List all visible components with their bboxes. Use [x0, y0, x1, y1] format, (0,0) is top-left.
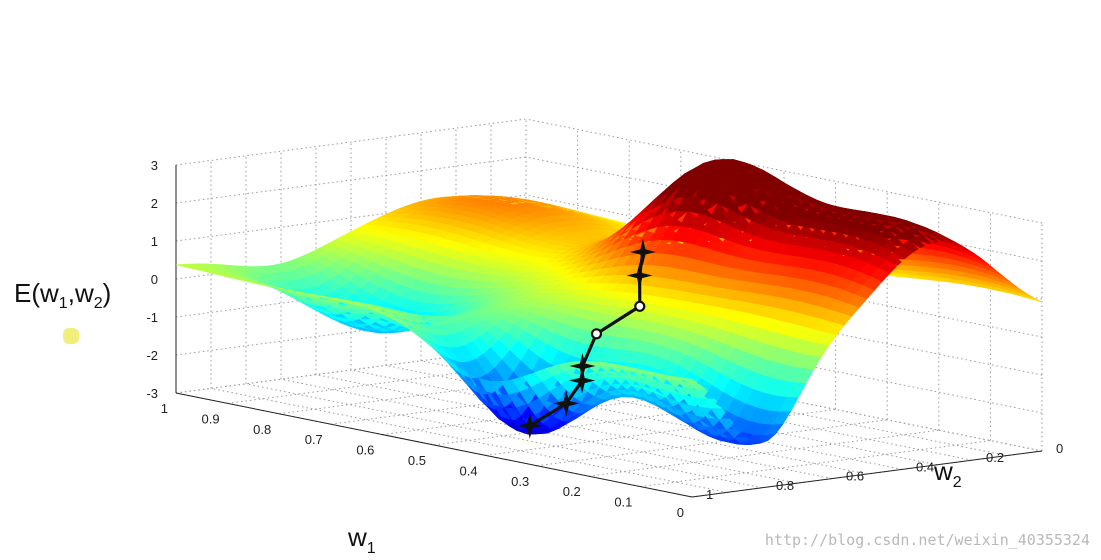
path-point-star	[629, 238, 656, 265]
grid-line	[588, 429, 939, 477]
tick-labels: 3210-1-2-310.90.80.70.60.50.40.30.20.100…	[146, 158, 1063, 520]
x-tick-label: 0.9	[202, 411, 220, 426]
z-tick-label: -1	[146, 310, 158, 325]
z-tick-label: 0	[151, 272, 158, 287]
y-tick-label: 0.8	[776, 478, 794, 493]
x-tick-label: 0	[677, 505, 684, 520]
path-point-circle	[634, 300, 646, 312]
z-tick-label: -2	[146, 348, 158, 363]
descent-path	[516, 238, 656, 439]
highlight-marker	[63, 328, 79, 344]
grid-line	[175, 156, 527, 204]
x-tick-label: 0.1	[614, 495, 632, 510]
x-tick-label: 1	[161, 401, 168, 416]
grid-line	[175, 346, 527, 394]
path-point-star	[569, 367, 596, 394]
z-axis-label: E(w1,w2)	[14, 278, 111, 312]
grid-line	[485, 408, 836, 456]
path-point-star	[569, 353, 596, 380]
x-axis-line	[175, 392, 693, 498]
path-point-star	[626, 262, 653, 289]
z-tick-label: 2	[151, 196, 158, 211]
y-tick-label: 0.4	[916, 459, 934, 474]
x-tick-label: 0.2	[563, 484, 581, 499]
z-tick-label: 3	[151, 158, 158, 173]
y-axis-label: w2	[933, 456, 962, 491]
grid-line	[175, 118, 527, 166]
y-axis-line	[691, 450, 1043, 498]
y-tick-label: 0	[1056, 441, 1063, 456]
watermark: http://blog.csdn.net/weixin_40355324	[765, 531, 1090, 549]
y-tick-label: 1	[706, 487, 713, 502]
path-point-circle	[590, 328, 603, 340]
y-tick-label: 0.2	[986, 450, 1004, 465]
x-tick-label: 0.5	[408, 453, 426, 468]
grid-line	[279, 367, 630, 415]
y-tick-label: 0.6	[846, 469, 864, 484]
grid-line	[175, 194, 527, 242]
z-tick-label: -3	[146, 386, 158, 401]
error-surface	[175, 159, 1043, 446]
grid-line	[640, 440, 991, 488]
x-axis-label: w1	[347, 522, 376, 557]
x-tick-label: 0.8	[253, 422, 271, 437]
path-point-star	[553, 390, 580, 417]
path-point-star	[516, 412, 543, 439]
z-tick-label: 1	[151, 234, 158, 249]
x-tick-label: 0.6	[356, 443, 374, 458]
grid-line	[175, 308, 527, 356]
grid-line	[433, 398, 785, 446]
x-tick-label: 0.3	[511, 474, 529, 489]
x-tick-label: 0.7	[305, 432, 323, 447]
x-tick-label: 0.4	[460, 463, 478, 478]
surface-patch	[1023, 294, 1043, 303]
